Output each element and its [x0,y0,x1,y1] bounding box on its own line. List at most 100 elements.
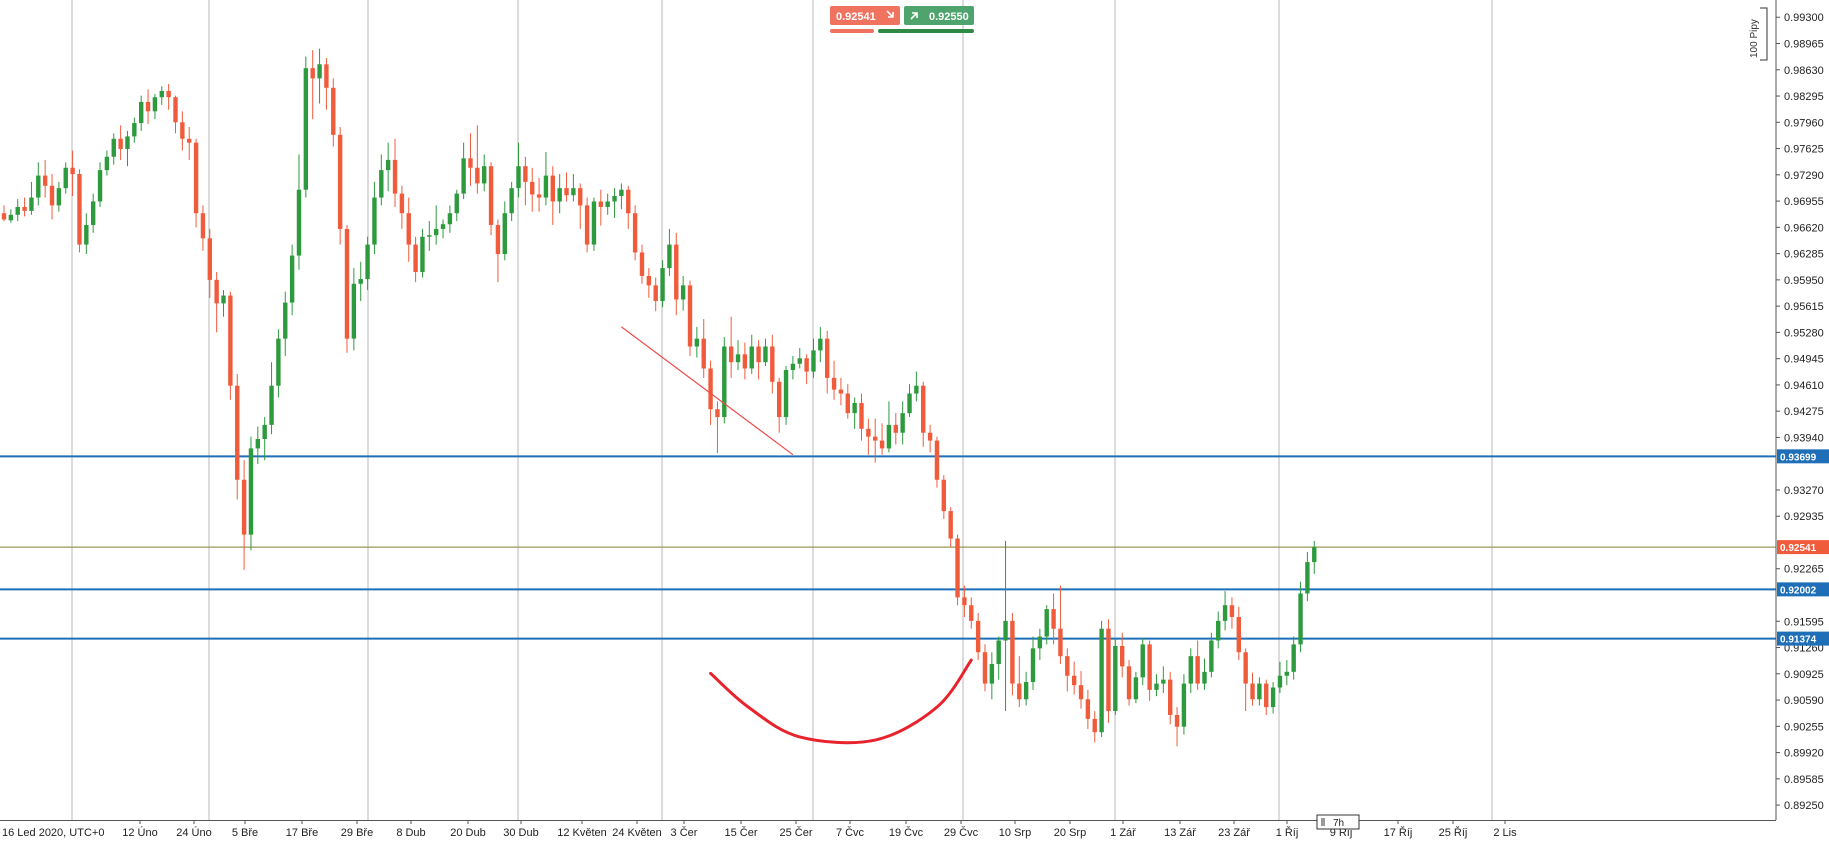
candle-body [372,197,377,245]
candle-body [708,368,713,410]
candle-body [1044,609,1049,637]
candle-body [1126,666,1132,700]
candle-body [296,189,302,256]
x-tick-label: 19 Čvc [889,826,924,839]
candle-up [1023,671,1029,706]
candle-up [797,348,802,369]
candle-up [1291,636,1296,680]
candle-body [104,156,110,171]
candle-up [56,181,62,212]
x-tick-label: 1 Říj [1276,826,1299,839]
candle-body [255,439,261,449]
candle-body [509,188,514,214]
candle-up [132,117,137,143]
candle-body [571,188,576,196]
candle-body [125,136,130,149]
candle-down [1017,656,1022,708]
y-tick-label: 0.92265 [1784,564,1824,576]
candle-down [1065,648,1070,692]
candle-down [495,219,501,283]
candle-down [1229,597,1235,629]
y-tick-label: 0.90925 [1784,669,1824,681]
candle-up [660,260,665,308]
candle-body [1264,683,1269,708]
candle-up [303,56,309,198]
candle-body [303,68,309,190]
candle-up [289,244,295,316]
x-tick-label: 12 Úno [122,826,157,839]
candle-down [845,384,850,419]
candle-body [557,188,562,202]
candle-body [1222,605,1228,621]
candle-up [1099,620,1104,737]
candle-up [783,366,789,425]
candle-down [859,393,864,441]
x-tick-label: 17 Říj [1384,826,1413,839]
candle-body [22,206,27,211]
candle-body [756,346,761,363]
x-tick-label: 5 Bře [232,827,258,839]
candle-body [831,377,837,390]
y-tick-label: 0.92935 [1784,511,1824,523]
candle-body [1243,652,1248,684]
timeframe-marker[interactable]: 7h [1316,814,1360,830]
quote-panel[interactable]: 0.92541 0.92550 [830,6,974,33]
candle-body [927,432,933,441]
candle-body [1017,683,1022,700]
candle-up [605,193,610,215]
candle-up [262,417,267,461]
candle-up [818,326,823,363]
candle-down [344,224,350,353]
candle-body [598,201,604,207]
candle-body [358,279,363,284]
candle-body [962,597,967,606]
candle-down [639,244,645,284]
candle-body [790,363,796,371]
candle-up [372,181,377,254]
x-tick-label: 1 Zář [1110,827,1136,839]
candle-body [879,440,885,449]
candle-body [626,189,631,214]
candle-down [1058,585,1063,664]
candle-down [653,277,658,312]
candle-body [763,346,768,363]
candle-body [1202,671,1207,684]
candle-body [427,235,432,237]
candle-body [454,193,459,214]
candle-up [749,334,754,374]
candle-up [680,275,686,311]
x-tick-label: 15 Čer [724,826,757,839]
candle-body [173,97,178,123]
candle-down [488,162,494,236]
candle-body [29,197,34,211]
trendline[interactable] [621,326,794,456]
candle-body [132,123,137,137]
rounding-bottom-curve[interactable] [709,658,973,745]
candle-body [578,188,583,206]
candle-up [1140,638,1145,686]
bid-box[interactable] [830,6,900,25]
y-tick-label: 0.97625 [1784,144,1824,156]
candle-body [90,201,96,225]
candle-body [1270,687,1276,708]
candle-up [379,154,384,206]
candle-up [283,291,288,356]
candle-up [790,355,796,380]
candle-down [674,232,679,316]
ask-box[interactable] [904,6,974,25]
candle-down [1250,672,1255,706]
candle-body [84,224,89,245]
candle-down [927,424,933,453]
candle-body [207,238,212,280]
candle-up [317,48,322,104]
pip-scale-label: 100 Pipy [1749,19,1760,58]
candle-down [118,125,123,160]
candle-down [145,89,151,124]
candle-up [351,268,357,351]
candle-body [516,166,521,189]
candle-down [1168,671,1173,725]
candle-up [1044,605,1049,645]
candle-body [1257,683,1262,700]
